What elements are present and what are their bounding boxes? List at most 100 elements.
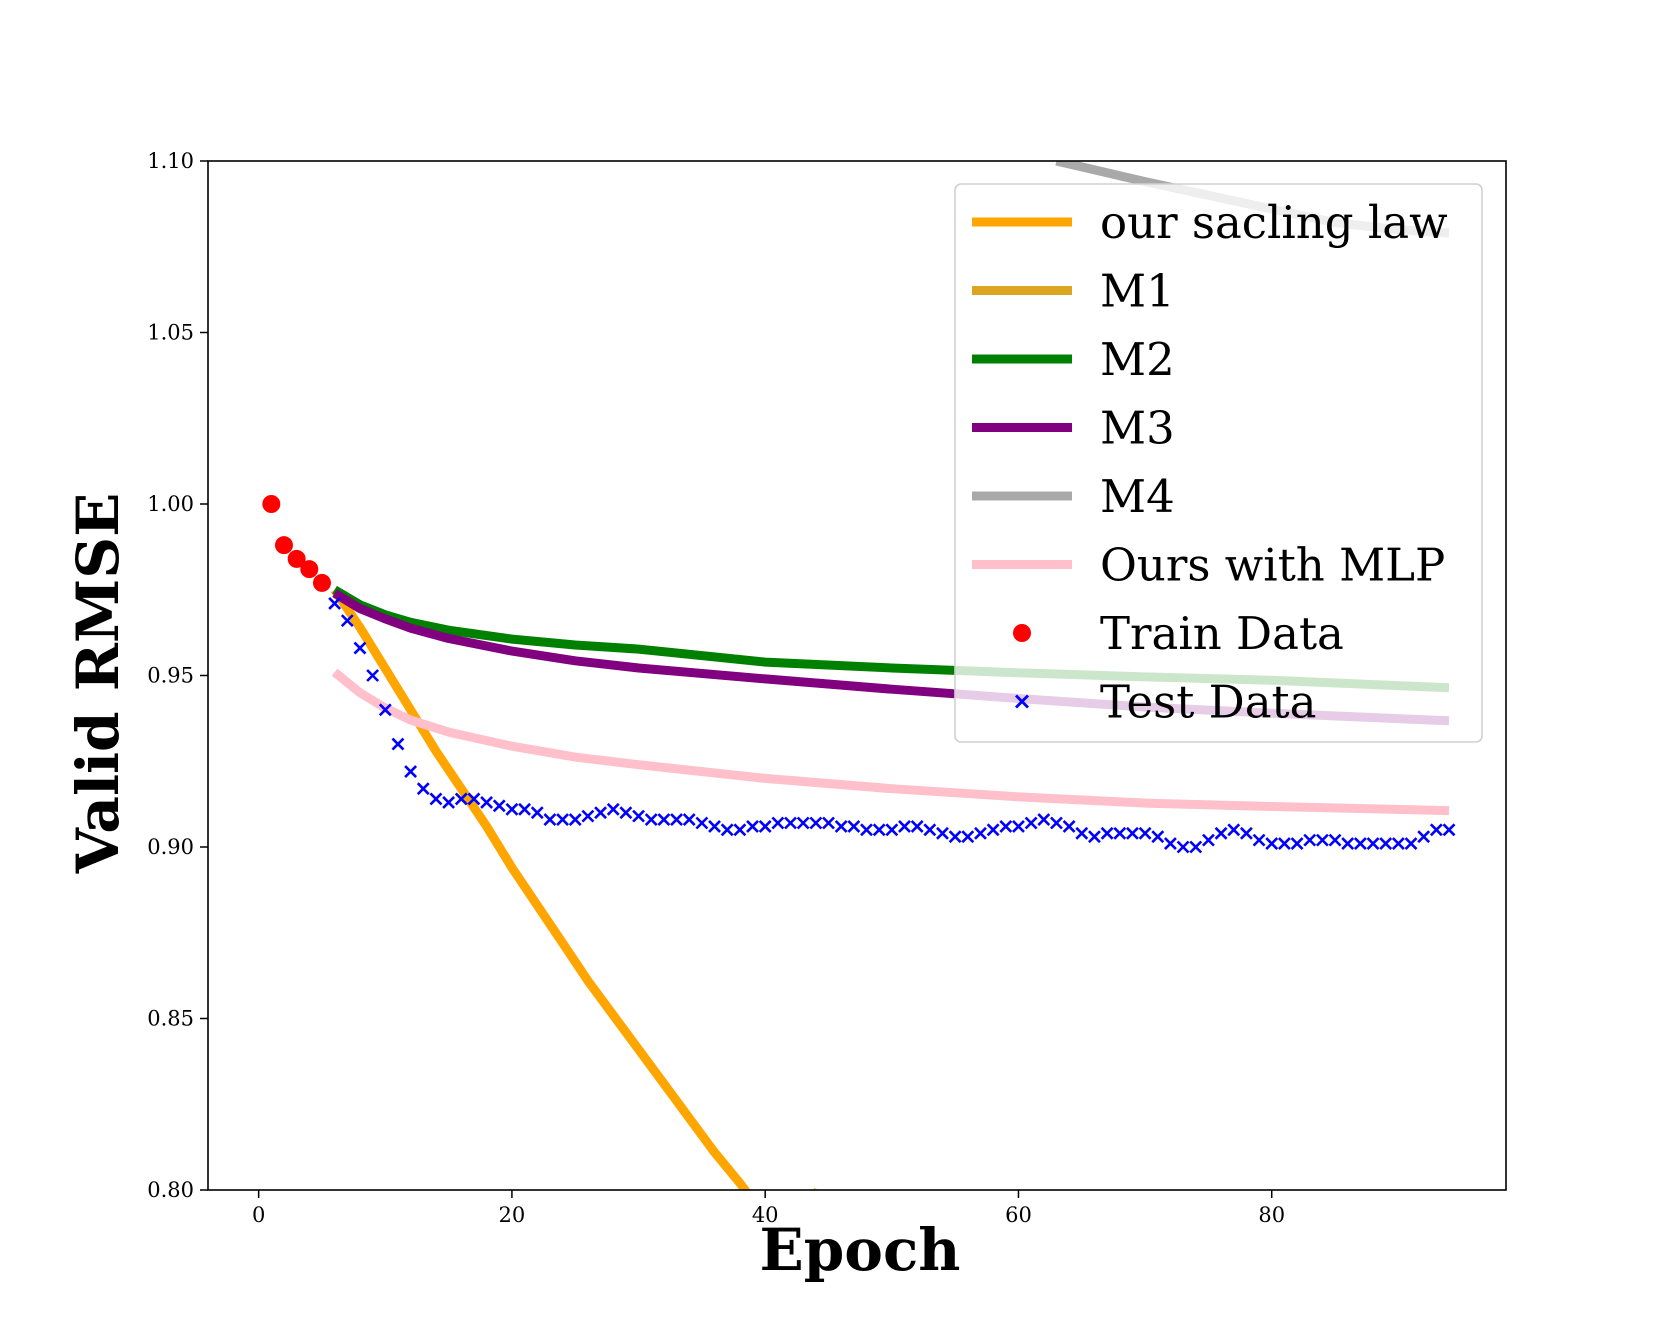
train-data-point <box>300 560 319 579</box>
test-data-point <box>708 820 721 833</box>
test-data-stroke <box>961 830 975 844</box>
y-tick-label: 0.85 <box>147 1007 194 1031</box>
test-data-stroke <box>366 669 380 682</box>
test-data-stroke <box>999 820 1013 833</box>
series-line-0 <box>330 587 819 1190</box>
test-data-stroke <box>467 792 481 806</box>
y-tick-label: 0.80 <box>147 1178 194 1202</box>
test-data-stroke <box>796 816 810 830</box>
test-data-point <box>416 782 430 796</box>
plot-area <box>262 161 1456 1190</box>
test-data-stroke <box>492 799 506 813</box>
test-data-stroke <box>682 813 696 826</box>
test-data-point <box>353 641 367 655</box>
legend-label: Train Data <box>1100 607 1344 660</box>
legend-entry: our sacling law <box>972 196 1448 249</box>
test-data-stroke <box>632 809 645 823</box>
test-data-point <box>442 795 456 809</box>
test-data-point <box>1239 826 1253 840</box>
test-data-stroke <box>657 813 671 826</box>
y-tick-label: 1.00 <box>147 492 194 516</box>
test-data-point <box>1265 837 1279 850</box>
test-data-point <box>695 816 709 830</box>
test-data-stroke <box>1417 830 1431 844</box>
test-data-point <box>467 792 481 806</box>
test-data-point <box>1088 830 1101 844</box>
test-data-stroke <box>556 813 569 826</box>
test-data-point <box>1442 823 1456 837</box>
test-data-point <box>733 823 747 837</box>
test-data-stroke <box>353 641 367 655</box>
test-data-stroke <box>568 813 582 826</box>
test-data-point <box>1341 837 1355 850</box>
legend-dot-swatch <box>1013 624 1031 642</box>
test-data-stroke <box>670 813 683 826</box>
test-data-stroke <box>454 792 468 806</box>
legend-label: M4 <box>1100 470 1175 523</box>
test-data-point <box>898 820 911 833</box>
test-data-stroke <box>708 820 721 833</box>
test-data-stroke <box>1379 837 1393 850</box>
test-data-point <box>1050 816 1063 830</box>
test-data-point <box>568 813 582 826</box>
test-data-stroke <box>1062 820 1076 833</box>
test-data-stroke <box>885 823 899 837</box>
test-data-point <box>872 823 886 837</box>
test-data-point <box>530 806 544 820</box>
legend-entry: M1 <box>972 265 1175 318</box>
test-data-point <box>822 816 835 830</box>
test-data-stroke <box>328 597 342 610</box>
test-data-point <box>644 813 658 826</box>
test-data-point <box>1189 840 1203 854</box>
test-data-point <box>657 813 671 826</box>
test-data-stroke <box>733 823 747 837</box>
test-data-stroke <box>986 823 1000 837</box>
test-data-point <box>1404 837 1418 850</box>
test-data-point <box>784 816 797 830</box>
test-data-point <box>1315 833 1329 847</box>
test-data-stroke <box>530 806 544 820</box>
series-layer <box>262 161 1456 1190</box>
test-data-stroke <box>1442 823 1456 837</box>
test-data-point <box>1138 826 1152 840</box>
test-data-stroke <box>1012 820 1025 833</box>
test-data-point <box>860 823 873 837</box>
test-data-point <box>505 802 519 816</box>
legend-label: our sacling law <box>1100 196 1448 249</box>
test-data-stroke <box>429 792 443 806</box>
test-data-stroke <box>1075 826 1089 840</box>
test-data-stroke <box>784 816 797 830</box>
axes: 0 20 40 60 80 0.80 0.85 0.90 0.95 1.00 1.05 1.10 <box>147 149 1507 1227</box>
test-data-stroke <box>1100 826 1114 840</box>
train-data-point <box>287 549 306 568</box>
test-data-stroke <box>416 782 430 796</box>
legend-entry: Train Data <box>1013 607 1344 660</box>
test-data-point <box>999 820 1013 833</box>
test-data-stroke <box>771 816 785 830</box>
test-data-stroke <box>746 820 759 833</box>
test-data-stroke <box>910 820 924 833</box>
test-data-point <box>480 795 494 809</box>
test-data-point <box>429 792 443 806</box>
test-data-stroke <box>518 802 532 816</box>
test-data-point <box>1391 837 1405 850</box>
test-data-stroke <box>340 614 354 628</box>
test-data-point <box>1290 837 1304 850</box>
legend-label: M3 <box>1100 402 1175 455</box>
test-data-stroke <box>1164 837 1177 850</box>
test-data-point <box>378 703 392 717</box>
test-data-point <box>619 806 633 820</box>
test-data-point <box>1075 826 1089 840</box>
test-data-stroke <box>1366 837 1380 850</box>
test-data-point <box>1113 826 1127 840</box>
train-data-point <box>274 536 293 555</box>
test-data-point <box>404 765 418 778</box>
test-data-point <box>1417 830 1431 844</box>
test-data-stroke <box>619 806 633 820</box>
test-data-stroke <box>1315 833 1329 847</box>
test-data-stroke <box>480 795 494 809</box>
test-data-stroke <box>758 820 772 833</box>
test-data-stroke <box>1126 826 1139 840</box>
test-data-point <box>1164 837 1177 850</box>
